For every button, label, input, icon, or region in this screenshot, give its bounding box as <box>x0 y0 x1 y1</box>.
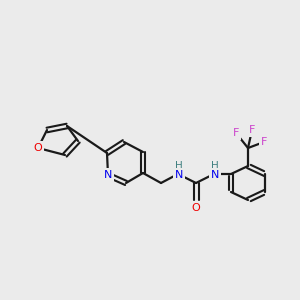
Text: N: N <box>211 170 219 180</box>
Text: O: O <box>34 143 42 153</box>
Text: F: F <box>261 137 267 147</box>
Text: N: N <box>175 170 183 180</box>
Text: O: O <box>192 203 200 213</box>
Text: N: N <box>104 170 112 180</box>
Text: H: H <box>211 161 219 171</box>
Text: F: F <box>233 128 239 138</box>
Text: H: H <box>175 161 183 171</box>
Text: F: F <box>249 125 255 135</box>
